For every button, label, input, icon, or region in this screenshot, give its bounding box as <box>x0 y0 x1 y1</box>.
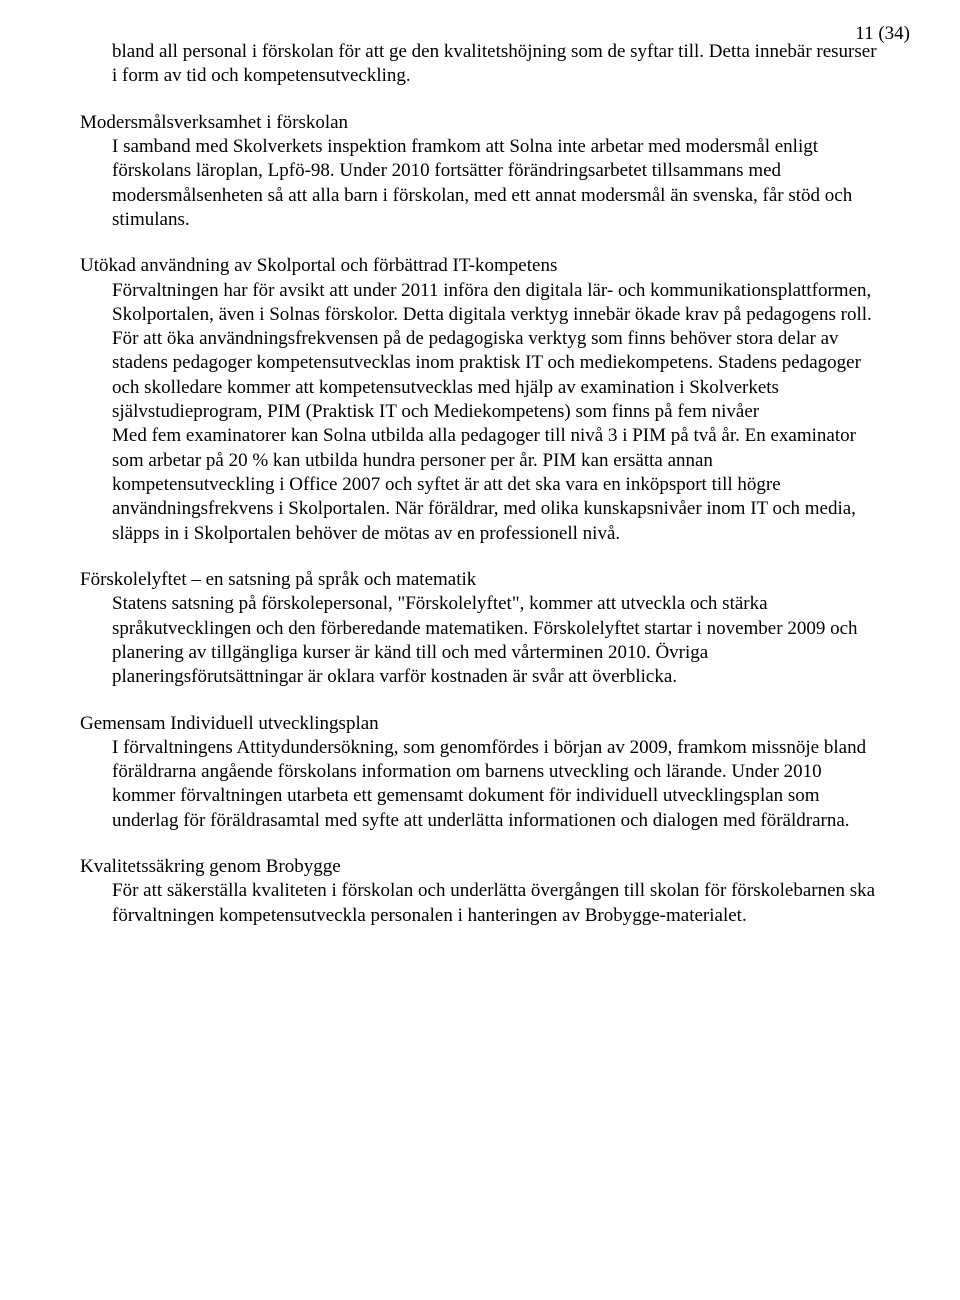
section-intro-continuation: bland all personal i förskolan för att g… <box>80 40 880 89</box>
paragraph-text: För att säkerställa kvaliteten i förskol… <box>112 879 880 928</box>
section-heading: Gemensam Individuell utvecklingsplan <box>80 712 880 736</box>
section-heading: Förskolelyftet – en satsning på språk oc… <box>80 568 880 592</box>
section-heading: Kvalitetssäkring genom Brobygge <box>80 855 880 879</box>
paragraph-text: Förvaltningen har för avsikt att under 2… <box>112 279 880 425</box>
paragraph-text: I samband med Skolverkets inspektion fra… <box>112 135 880 232</box>
section-skolportal: Utökad användning av Skolportal och förb… <box>80 254 880 546</box>
paragraph-text: I förvaltningens Attitydundersökning, so… <box>112 736 880 833</box>
section-forskolelyftet: Förskolelyftet – en satsning på språk oc… <box>80 568 880 690</box>
paragraph-text: Med fem examinatorer kan Solna utbilda a… <box>112 424 880 546</box>
section-modersmal: Modersmålsverksamhet i förskolan I samba… <box>80 111 880 233</box>
document-body: bland all personal i förskolan för att g… <box>80 40 880 928</box>
paragraph-text: Statens satsning på förskolepersonal, "F… <box>112 592 880 689</box>
page-number: 11 (34) <box>855 22 910 46</box>
section-iup: Gemensam Individuell utvecklingsplan I f… <box>80 712 880 834</box>
section-heading: Modersmålsverksamhet i förskolan <box>80 111 880 135</box>
section-brobygge: Kvalitetssäkring genom Brobygge För att … <box>80 855 880 928</box>
paragraph-text: bland all personal i förskolan för att g… <box>112 40 880 89</box>
section-heading: Utökad användning av Skolportal och förb… <box>80 254 880 278</box>
